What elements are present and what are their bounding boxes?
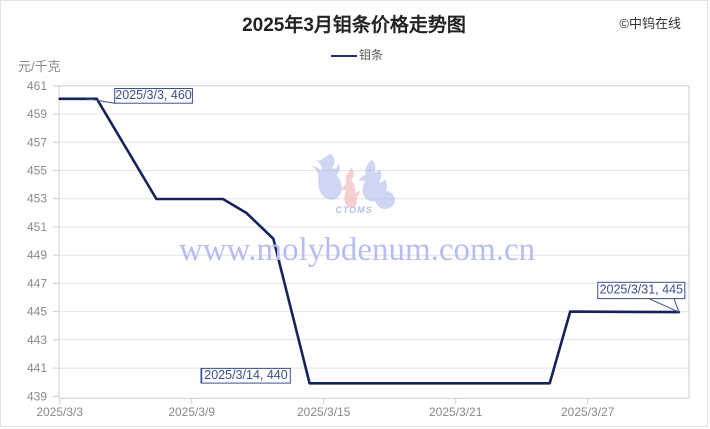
svg-text:2025/3/9: 2025/3/9 bbox=[168, 405, 215, 419]
svg-text:443: 443 bbox=[27, 333, 47, 347]
svg-text:453: 453 bbox=[27, 192, 47, 206]
svg-text:447: 447 bbox=[27, 276, 47, 290]
svg-text:455: 455 bbox=[27, 164, 47, 178]
svg-text:459: 459 bbox=[27, 107, 47, 121]
svg-text:2025/3/31, 445: 2025/3/31, 445 bbox=[600, 282, 683, 296]
svg-text:449: 449 bbox=[27, 248, 47, 262]
svg-text:2025/3/3, 460: 2025/3/3, 460 bbox=[115, 88, 192, 102]
svg-text:439: 439 bbox=[27, 389, 47, 403]
svg-text:2025/3/21: 2025/3/21 bbox=[429, 405, 483, 419]
svg-text:445: 445 bbox=[27, 305, 47, 319]
svg-text:2025/3/14, 440: 2025/3/14, 440 bbox=[204, 368, 287, 382]
svg-text:441: 441 bbox=[27, 361, 47, 375]
svg-text:www.molybdenum.com.cn: www.molybdenum.com.cn bbox=[179, 232, 535, 268]
svg-text:457: 457 bbox=[27, 135, 47, 149]
svg-text:2025/3/3: 2025/3/3 bbox=[36, 405, 83, 419]
svg-text:2025/3/15: 2025/3/15 bbox=[297, 405, 351, 419]
svg-text:CTOMS: CTOMS bbox=[335, 205, 372, 215]
svg-text:2025/3/27: 2025/3/27 bbox=[561, 405, 615, 419]
svg-text:451: 451 bbox=[27, 220, 47, 234]
svg-text:461: 461 bbox=[27, 79, 47, 93]
